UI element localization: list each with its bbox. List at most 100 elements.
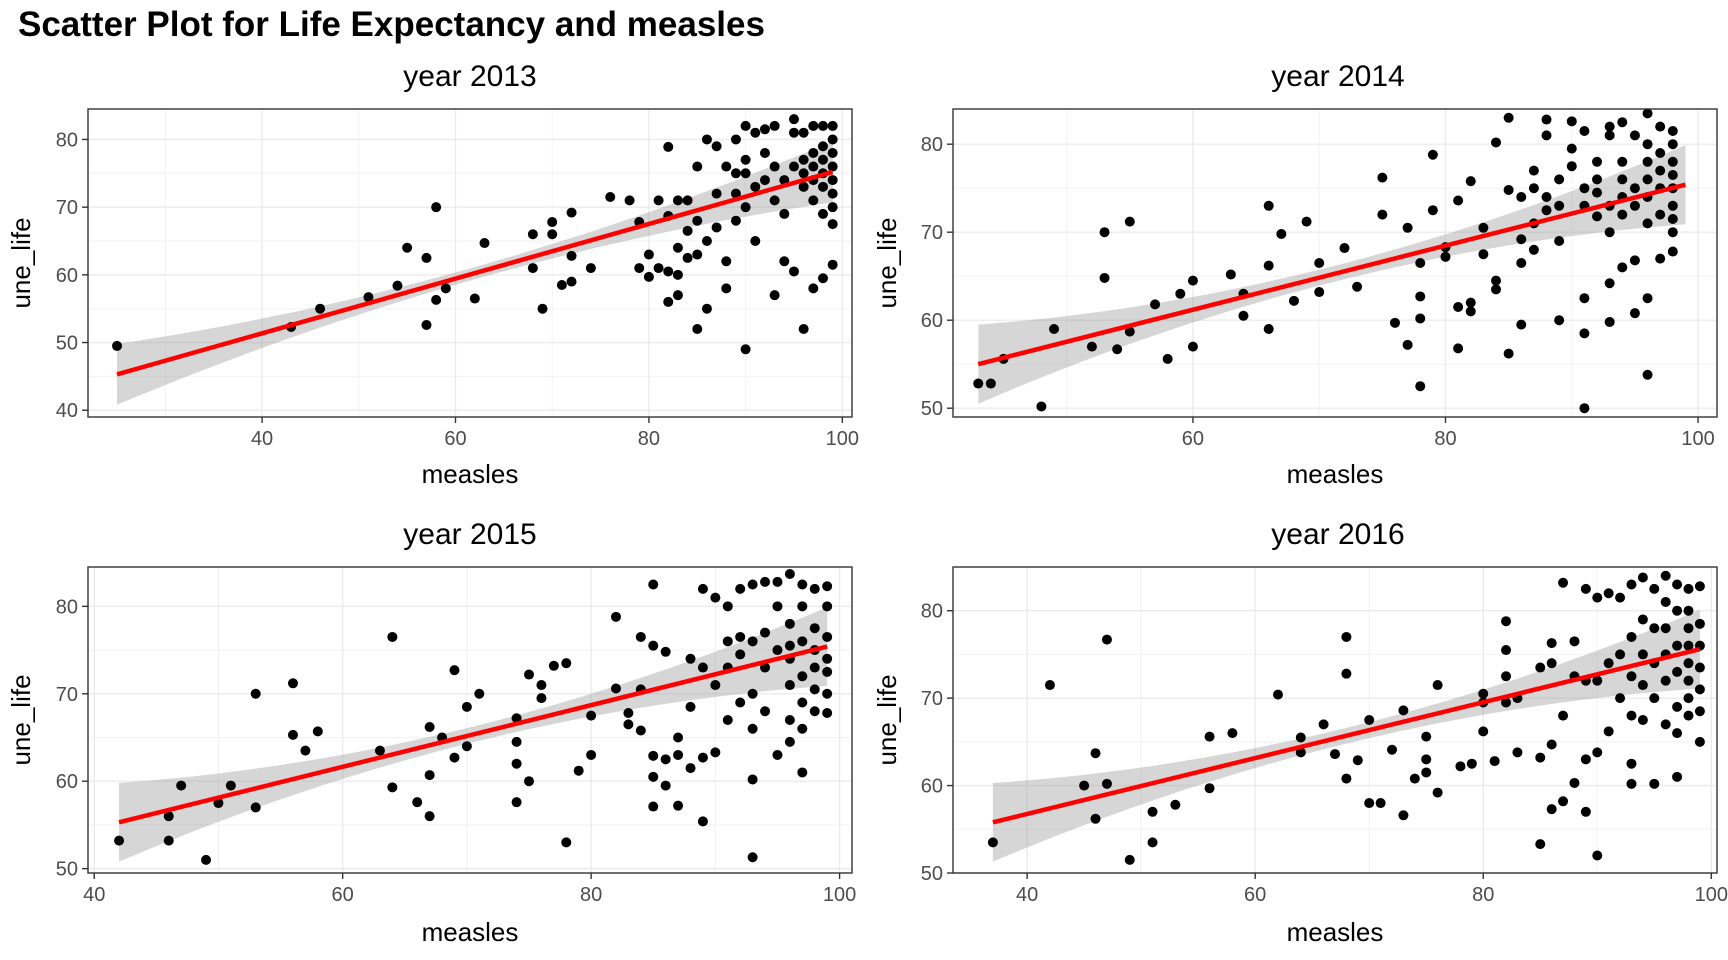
data-point	[747, 636, 758, 647]
data-point	[1044, 680, 1055, 691]
x-tick-label: 60	[332, 884, 354, 906]
data-point	[1546, 638, 1557, 649]
data-point	[1642, 293, 1653, 304]
data-point	[987, 837, 998, 848]
data-point	[1341, 631, 1352, 642]
data-point	[1314, 287, 1325, 298]
data-point	[1421, 767, 1432, 778]
data-point	[1615, 592, 1626, 603]
data-point	[527, 263, 538, 274]
data-point	[784, 640, 795, 651]
data-point	[363, 292, 374, 303]
data-point	[1341, 773, 1352, 784]
data-point	[1162, 353, 1173, 364]
y-axis-title: une_life	[6, 674, 36, 765]
data-point	[1375, 798, 1386, 809]
data-point	[1364, 798, 1375, 809]
data-point	[827, 219, 838, 230]
data-point	[1503, 184, 1514, 195]
data-point	[772, 576, 783, 587]
data-point	[808, 120, 819, 131]
data-point	[692, 161, 703, 172]
data-point	[711, 141, 722, 152]
data-point	[1580, 583, 1591, 594]
data-point	[660, 646, 671, 657]
data-point	[1339, 243, 1350, 254]
data-point	[1655, 121, 1666, 132]
data-point	[1667, 170, 1678, 180]
data-point	[1170, 799, 1181, 810]
data-point	[1615, 693, 1626, 704]
data-point	[1427, 149, 1438, 160]
data-point	[673, 732, 684, 743]
data-point	[1415, 313, 1426, 324]
panel-title: year 2015	[403, 518, 536, 551]
data-point	[431, 294, 442, 305]
data-point	[1604, 227, 1615, 238]
data-point	[1535, 752, 1546, 763]
x-tick-label: 40	[83, 884, 105, 906]
data-point	[797, 723, 808, 734]
data-point	[250, 802, 261, 813]
data-point	[1491, 284, 1502, 295]
panel-border	[952, 108, 1718, 418]
data-point	[440, 283, 451, 294]
x-tick-label: 40	[251, 428, 273, 450]
data-point	[1421, 731, 1432, 742]
data-point	[1409, 773, 1420, 784]
data-point	[1535, 662, 1546, 673]
data-point	[1541, 130, 1552, 141]
data-point	[1642, 369, 1653, 380]
data-point	[536, 680, 547, 691]
data-point	[412, 797, 423, 808]
data-point	[1546, 739, 1557, 750]
panel-title: year 2013	[403, 60, 536, 93]
panel-title: year 2014	[1271, 60, 1404, 93]
data-point	[1566, 143, 1577, 154]
panel-2: 60 80 100 50 60 70 80 year 2014 measles une_life	[872, 60, 1718, 489]
data-point	[1491, 137, 1502, 148]
data-point	[1626, 758, 1637, 769]
data-point	[1295, 747, 1306, 758]
data-point	[827, 202, 838, 213]
data-point	[1465, 297, 1476, 308]
data-point	[1579, 183, 1590, 194]
data-point	[1263, 200, 1274, 211]
data-point	[817, 120, 828, 131]
data-point	[653, 263, 664, 274]
data-point	[827, 148, 838, 158]
data-point	[1546, 658, 1557, 669]
data-point	[1603, 658, 1614, 669]
x-tick-label: 100	[1681, 428, 1714, 450]
data-point	[672, 269, 683, 280]
y-tick-label: 50	[56, 859, 78, 881]
data-point	[1626, 671, 1637, 682]
data-point	[1655, 253, 1666, 264]
data-point	[827, 120, 838, 131]
data-point	[1453, 343, 1464, 354]
data-point	[1554, 174, 1565, 185]
data-point	[114, 835, 125, 846]
data-point	[585, 263, 596, 274]
data-point	[1541, 205, 1552, 216]
data-point	[1617, 117, 1628, 128]
data-point	[1090, 748, 1101, 759]
data-point	[1604, 316, 1615, 327]
data-point	[566, 276, 577, 287]
data-point	[163, 835, 174, 846]
data-point	[1566, 116, 1577, 127]
data-point	[1604, 121, 1615, 132]
data-point	[1440, 251, 1451, 262]
y-tick-label: 60	[921, 310, 943, 332]
data-point	[711, 222, 722, 233]
data-point	[735, 631, 746, 642]
data-point	[701, 303, 712, 314]
data-point	[1592, 156, 1603, 167]
data-point	[784, 568, 795, 579]
data-point	[402, 242, 413, 253]
data-point	[1501, 616, 1512, 627]
data-point	[1263, 260, 1274, 271]
data-point	[750, 127, 761, 138]
data-point	[692, 215, 703, 226]
data-point	[682, 225, 693, 236]
